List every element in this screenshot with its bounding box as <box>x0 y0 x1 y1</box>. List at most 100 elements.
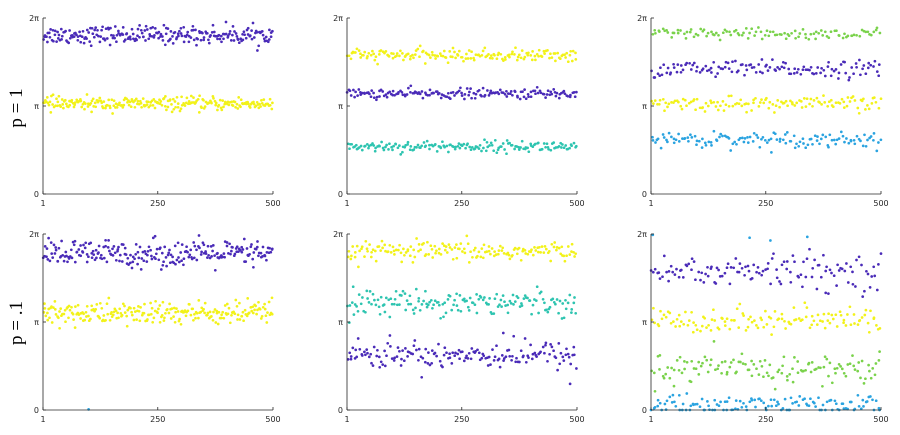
data-point <box>386 250 390 253</box>
data-point <box>866 272 870 276</box>
data-point <box>796 67 800 71</box>
data-point <box>852 364 856 368</box>
data-point <box>116 248 120 251</box>
data-point <box>359 302 363 306</box>
data-point <box>400 357 403 361</box>
data-point <box>130 313 134 317</box>
data-point <box>709 141 713 144</box>
data-point <box>677 100 680 104</box>
data-point <box>677 275 681 279</box>
data-point <box>499 298 503 302</box>
data-point <box>455 304 459 307</box>
data-point <box>423 360 427 364</box>
data-point <box>667 279 670 283</box>
data-point <box>692 35 696 39</box>
data-point <box>697 270 701 274</box>
data-point <box>718 38 722 42</box>
data-point <box>744 64 748 67</box>
x-tick-label: 250 <box>454 199 469 208</box>
data-point <box>135 318 138 321</box>
data-point <box>863 133 866 137</box>
data-point <box>821 320 824 323</box>
data-point <box>714 368 717 372</box>
data-point <box>872 96 876 99</box>
data-point <box>363 92 366 95</box>
data-point <box>123 311 127 314</box>
data-point <box>529 250 533 254</box>
data-point <box>561 302 565 305</box>
data-point <box>864 144 868 148</box>
data-point <box>812 32 816 36</box>
data-point <box>857 111 861 115</box>
data-point <box>115 33 119 37</box>
data-point <box>154 252 158 256</box>
data-point <box>414 287 418 291</box>
data-point <box>121 302 125 306</box>
data-point <box>354 348 358 352</box>
data-point <box>104 238 107 242</box>
data-point <box>524 97 528 101</box>
data-point <box>827 374 830 378</box>
series-purple <box>346 334 578 379</box>
data-point <box>760 318 764 322</box>
data-point <box>877 74 881 78</box>
data-point <box>149 301 152 305</box>
y-tick-label: 2π <box>333 14 343 23</box>
data-point <box>360 354 364 357</box>
data-point <box>694 323 698 327</box>
data-point <box>820 66 823 70</box>
data-point <box>671 393 675 397</box>
data-point <box>89 101 93 105</box>
data-point <box>569 49 573 53</box>
data-point <box>819 71 822 75</box>
data-point <box>743 273 746 277</box>
data-point <box>203 301 207 305</box>
data-point <box>759 399 763 403</box>
data-point <box>727 396 731 400</box>
data-point <box>674 404 678 408</box>
data-point <box>740 104 744 108</box>
data-point <box>194 316 197 320</box>
data-point <box>407 86 410 90</box>
data-point <box>127 103 131 107</box>
data-point <box>117 245 120 249</box>
data-point <box>187 100 191 103</box>
data-point <box>776 400 779 404</box>
data-point <box>784 327 787 330</box>
data-point <box>508 141 511 145</box>
data-point <box>52 39 55 43</box>
data-point <box>713 319 717 322</box>
data-point <box>465 87 469 90</box>
data-point <box>462 247 466 251</box>
data-point <box>398 243 401 247</box>
data-point <box>402 58 405 62</box>
y-tick-label: 0 <box>34 190 39 199</box>
data-point <box>221 99 225 102</box>
data-point <box>725 400 729 403</box>
data-point <box>686 323 690 327</box>
data-point <box>201 31 204 35</box>
data-point <box>537 311 540 315</box>
data-point <box>789 270 792 274</box>
data-point <box>834 68 838 71</box>
data-point <box>537 54 540 58</box>
data-point <box>489 89 493 93</box>
data-point <box>508 299 512 303</box>
data-point <box>791 380 795 384</box>
data-point <box>430 349 434 352</box>
data-point <box>51 256 55 259</box>
data-point <box>140 105 143 109</box>
data-point <box>454 351 457 355</box>
data-point <box>819 366 822 370</box>
data-point <box>456 352 460 356</box>
data-point <box>821 384 824 388</box>
data-point <box>537 48 541 52</box>
data-point <box>360 148 364 152</box>
data-point <box>767 138 771 142</box>
data-point <box>466 142 469 146</box>
data-point <box>705 358 709 362</box>
data-point <box>420 375 424 379</box>
data-point <box>741 63 744 66</box>
data-point <box>695 143 698 147</box>
